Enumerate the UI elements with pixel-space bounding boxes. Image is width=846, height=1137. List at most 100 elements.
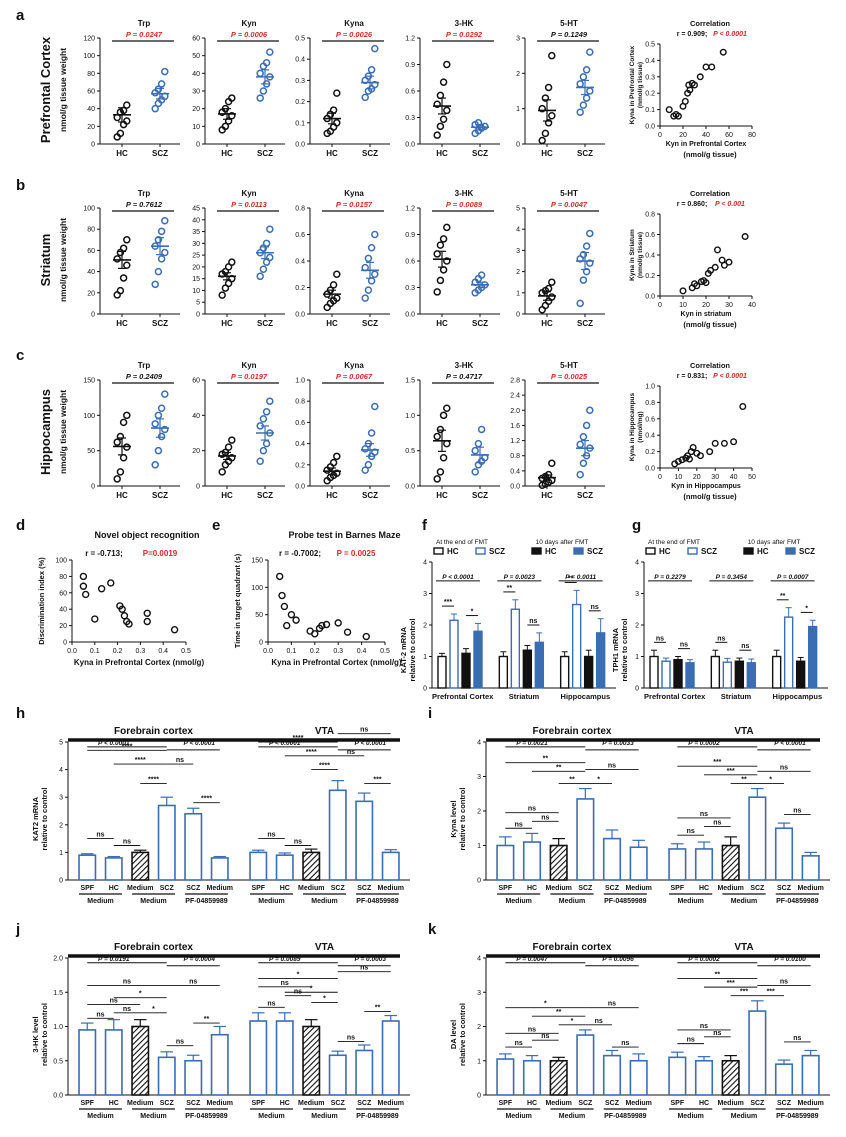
dotplot-c-trp: Trp P = 0.2409 0 50 100 150 HC SCZ (83, 361, 180, 500)
x-tick-label: HC (116, 149, 128, 158)
data-point (118, 605, 126, 613)
y-tick-label: 0 (516, 312, 520, 319)
x-tick-label: SCZ (152, 319, 168, 328)
panel-letter-k: k (428, 921, 437, 938)
x-tick-label: Medium (378, 1100, 404, 1107)
data-point (433, 131, 441, 139)
data-point (371, 402, 379, 411)
data-point (691, 81, 699, 89)
panel-letter-i: i (428, 705, 432, 722)
y-tick-label: 100 (251, 585, 263, 592)
region-title: VTA (315, 942, 334, 953)
y-tick-label: 2 (516, 269, 520, 276)
data-point (224, 117, 233, 125)
y-tick-label: 3 (516, 248, 520, 255)
y-tick-label: 3 (59, 795, 63, 802)
data-point (714, 246, 722, 254)
data-point (548, 459, 556, 468)
bar (746, 662, 757, 689)
bar (78, 854, 97, 881)
p-value: P = 0.2279 (654, 574, 686, 581)
sig-label: ns (267, 1000, 275, 1007)
data-point (443, 60, 451, 69)
data-point (681, 97, 689, 105)
y-tick-label: 0 (477, 1093, 481, 1100)
group-label: PF-04859989 (185, 1113, 228, 1120)
y-tick-label: 0 (91, 142, 95, 149)
x-tick-label: Hippocampus (773, 692, 823, 701)
y-tick-label: 0.8 (295, 206, 305, 213)
bar (774, 827, 794, 881)
data-point (582, 421, 591, 430)
y-tick-label: 0.9 (405, 62, 415, 69)
x-tick-label: SCZ (331, 1100, 346, 1107)
data-point (538, 136, 546, 145)
y-tick-label: 25 (192, 253, 200, 260)
y-tick-label: 0.5 (53, 1058, 63, 1065)
x-tick-label: SCZ (362, 491, 378, 500)
region-title: Forebrain cortex (114, 942, 193, 953)
data-point (477, 425, 486, 434)
data-point (433, 288, 441, 296)
correlation-c-cor: Correlation r = 0.831; P < 0.0001 0.0 0.2 0.4… (629, 361, 756, 501)
bar (355, 1049, 374, 1096)
x-tick-label: SCZ (777, 1100, 792, 1107)
panel-title: Correlation (690, 361, 730, 370)
y-tick-label: 0.3 (295, 78, 305, 85)
x-tick-label: SCZ (257, 149, 273, 158)
x-tick-label: Medium (378, 885, 404, 892)
data-point (436, 241, 445, 249)
bar (673, 658, 683, 689)
y-axis-label: 3-HK level (31, 1016, 40, 1052)
group-label: Medium (505, 898, 531, 905)
x-tick-label: SCZ (331, 885, 346, 892)
panel-title: Kyn (241, 189, 256, 198)
y-tick-label: 0.0 (53, 1093, 63, 1100)
y-tick-label: 0.0 (645, 294, 655, 301)
data-point (278, 591, 286, 600)
x-tick-label: HC (699, 885, 709, 892)
x-tick-label: 0 (658, 302, 662, 309)
bar (381, 851, 400, 881)
x-tick-label: 40 (702, 132, 710, 139)
data-point (364, 254, 373, 263)
sig-label: ** (715, 972, 721, 979)
panel-letter-c: c (16, 347, 24, 364)
y-tick-label: 40 (59, 607, 67, 614)
x-tick-label: SCZ (472, 319, 488, 328)
bar (249, 851, 268, 881)
data-point (333, 89, 341, 97)
correlation-p: P = 0.0025 (337, 549, 376, 558)
data-point (371, 448, 379, 456)
y-tick-label: 1.2 (510, 438, 520, 445)
sig-label: ns (700, 811, 708, 818)
bar (210, 1033, 229, 1096)
legend-swatch (687, 547, 698, 555)
bar (583, 655, 594, 689)
bar (437, 655, 447, 689)
data-point (151, 280, 159, 289)
y-tick-label: 50 (192, 53, 200, 60)
data-point (157, 255, 166, 263)
x-tick-label: Striatum (509, 692, 540, 701)
y-tick-label: 45 (192, 206, 200, 213)
dotplot-a-trp: Trp P = 0.0247 0 20 40 60 80 100 120 HC SCZ (83, 19, 180, 158)
y-tick-label: 40 (192, 413, 200, 420)
y-tick-label: 0.2 (645, 449, 655, 456)
data-point (218, 291, 226, 299)
data-point (311, 630, 319, 638)
x-tick-label: SCZ (186, 1100, 201, 1107)
y-axis-label: Kyna in Prefrontal Cortex (629, 45, 636, 124)
p-value: P = 0.3454 (716, 574, 748, 581)
x-tick-label: 30 (725, 302, 733, 309)
x-tick-label: SCZ (257, 319, 273, 328)
data-point (576, 440, 584, 449)
y-tick-label: 1 (635, 654, 639, 661)
bar (157, 804, 176, 881)
bar (131, 1025, 150, 1096)
y-tick-label: 0 (91, 312, 95, 319)
y-tick-label: 80 (87, 71, 95, 78)
group-label: PF-04859989 (776, 898, 819, 905)
dotplot-c-kyn: Kyn P = 0.0197 0 20 40 60 HC SCZ (192, 361, 285, 500)
y-axis-label: (nmol/g tissue) (637, 232, 644, 278)
